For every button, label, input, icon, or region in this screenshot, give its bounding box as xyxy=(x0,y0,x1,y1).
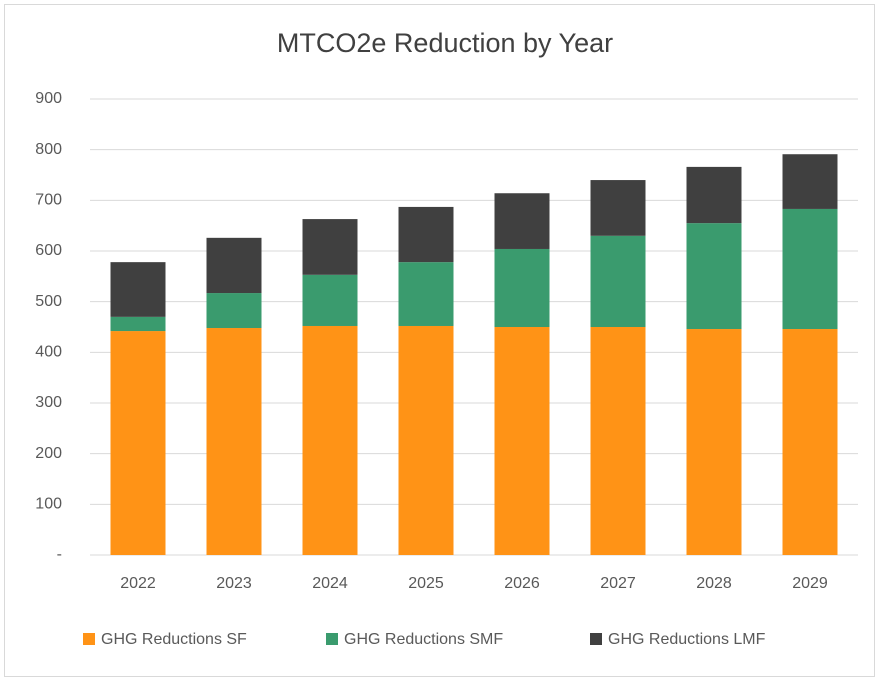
chart-title: MTCO2e Reduction by Year xyxy=(277,28,613,58)
y-tick-label: 800 xyxy=(35,141,62,158)
bar-segment xyxy=(782,154,838,209)
x-tick-label: 2028 xyxy=(696,575,732,592)
bar-segment xyxy=(590,235,646,327)
x-tick-label: 2024 xyxy=(312,575,348,592)
bar-segment xyxy=(494,327,550,555)
y-tick-label: 700 xyxy=(35,192,62,209)
x-tick-label: 2023 xyxy=(216,575,252,592)
y-tick-label: 200 xyxy=(35,445,62,462)
bar-segment xyxy=(398,206,454,263)
legend-swatch xyxy=(326,633,338,645)
bar-segment xyxy=(110,316,166,332)
bar-segment xyxy=(110,331,166,555)
x-tick-label: 2022 xyxy=(120,575,156,592)
y-tick-label: - xyxy=(57,546,62,563)
bar-segment xyxy=(782,208,838,330)
y-tick-label: 100 xyxy=(35,496,62,513)
legend-label: GHG Reductions LMF xyxy=(608,631,766,648)
bar-segment xyxy=(110,262,166,317)
bar-segment xyxy=(206,237,262,294)
x-tick-label: 2027 xyxy=(600,575,636,592)
bar-segment xyxy=(206,293,262,329)
bar-segment xyxy=(398,325,454,555)
y-tick-label: 500 xyxy=(35,293,62,310)
bar-segment xyxy=(686,166,742,224)
y-tick-label: 300 xyxy=(35,394,62,411)
x-tick-label: 2025 xyxy=(408,575,444,592)
x-tick-label: 2026 xyxy=(504,575,540,592)
bar-segment xyxy=(686,223,742,330)
x-tick-label: 2029 xyxy=(792,575,828,592)
bar-segment xyxy=(782,329,838,555)
legend-label: GHG Reductions SF xyxy=(101,631,247,648)
legend-swatch xyxy=(83,633,95,645)
legend-swatch xyxy=(590,633,602,645)
bar-segment xyxy=(494,248,550,327)
bar-segment xyxy=(302,219,358,275)
legend-label: GHG Reductions SMF xyxy=(344,631,503,648)
bar-segment xyxy=(686,329,742,555)
bar-segment xyxy=(398,262,454,326)
bar-segment xyxy=(206,328,262,555)
bar-segment xyxy=(302,325,358,555)
y-tick-label: 400 xyxy=(35,344,62,361)
bar-segment xyxy=(494,193,550,249)
y-tick-label: 600 xyxy=(35,242,62,259)
bar-segment xyxy=(302,274,358,326)
y-tick-label: 900 xyxy=(35,90,62,107)
bar-segment xyxy=(590,180,646,236)
bar-segment xyxy=(590,327,646,555)
